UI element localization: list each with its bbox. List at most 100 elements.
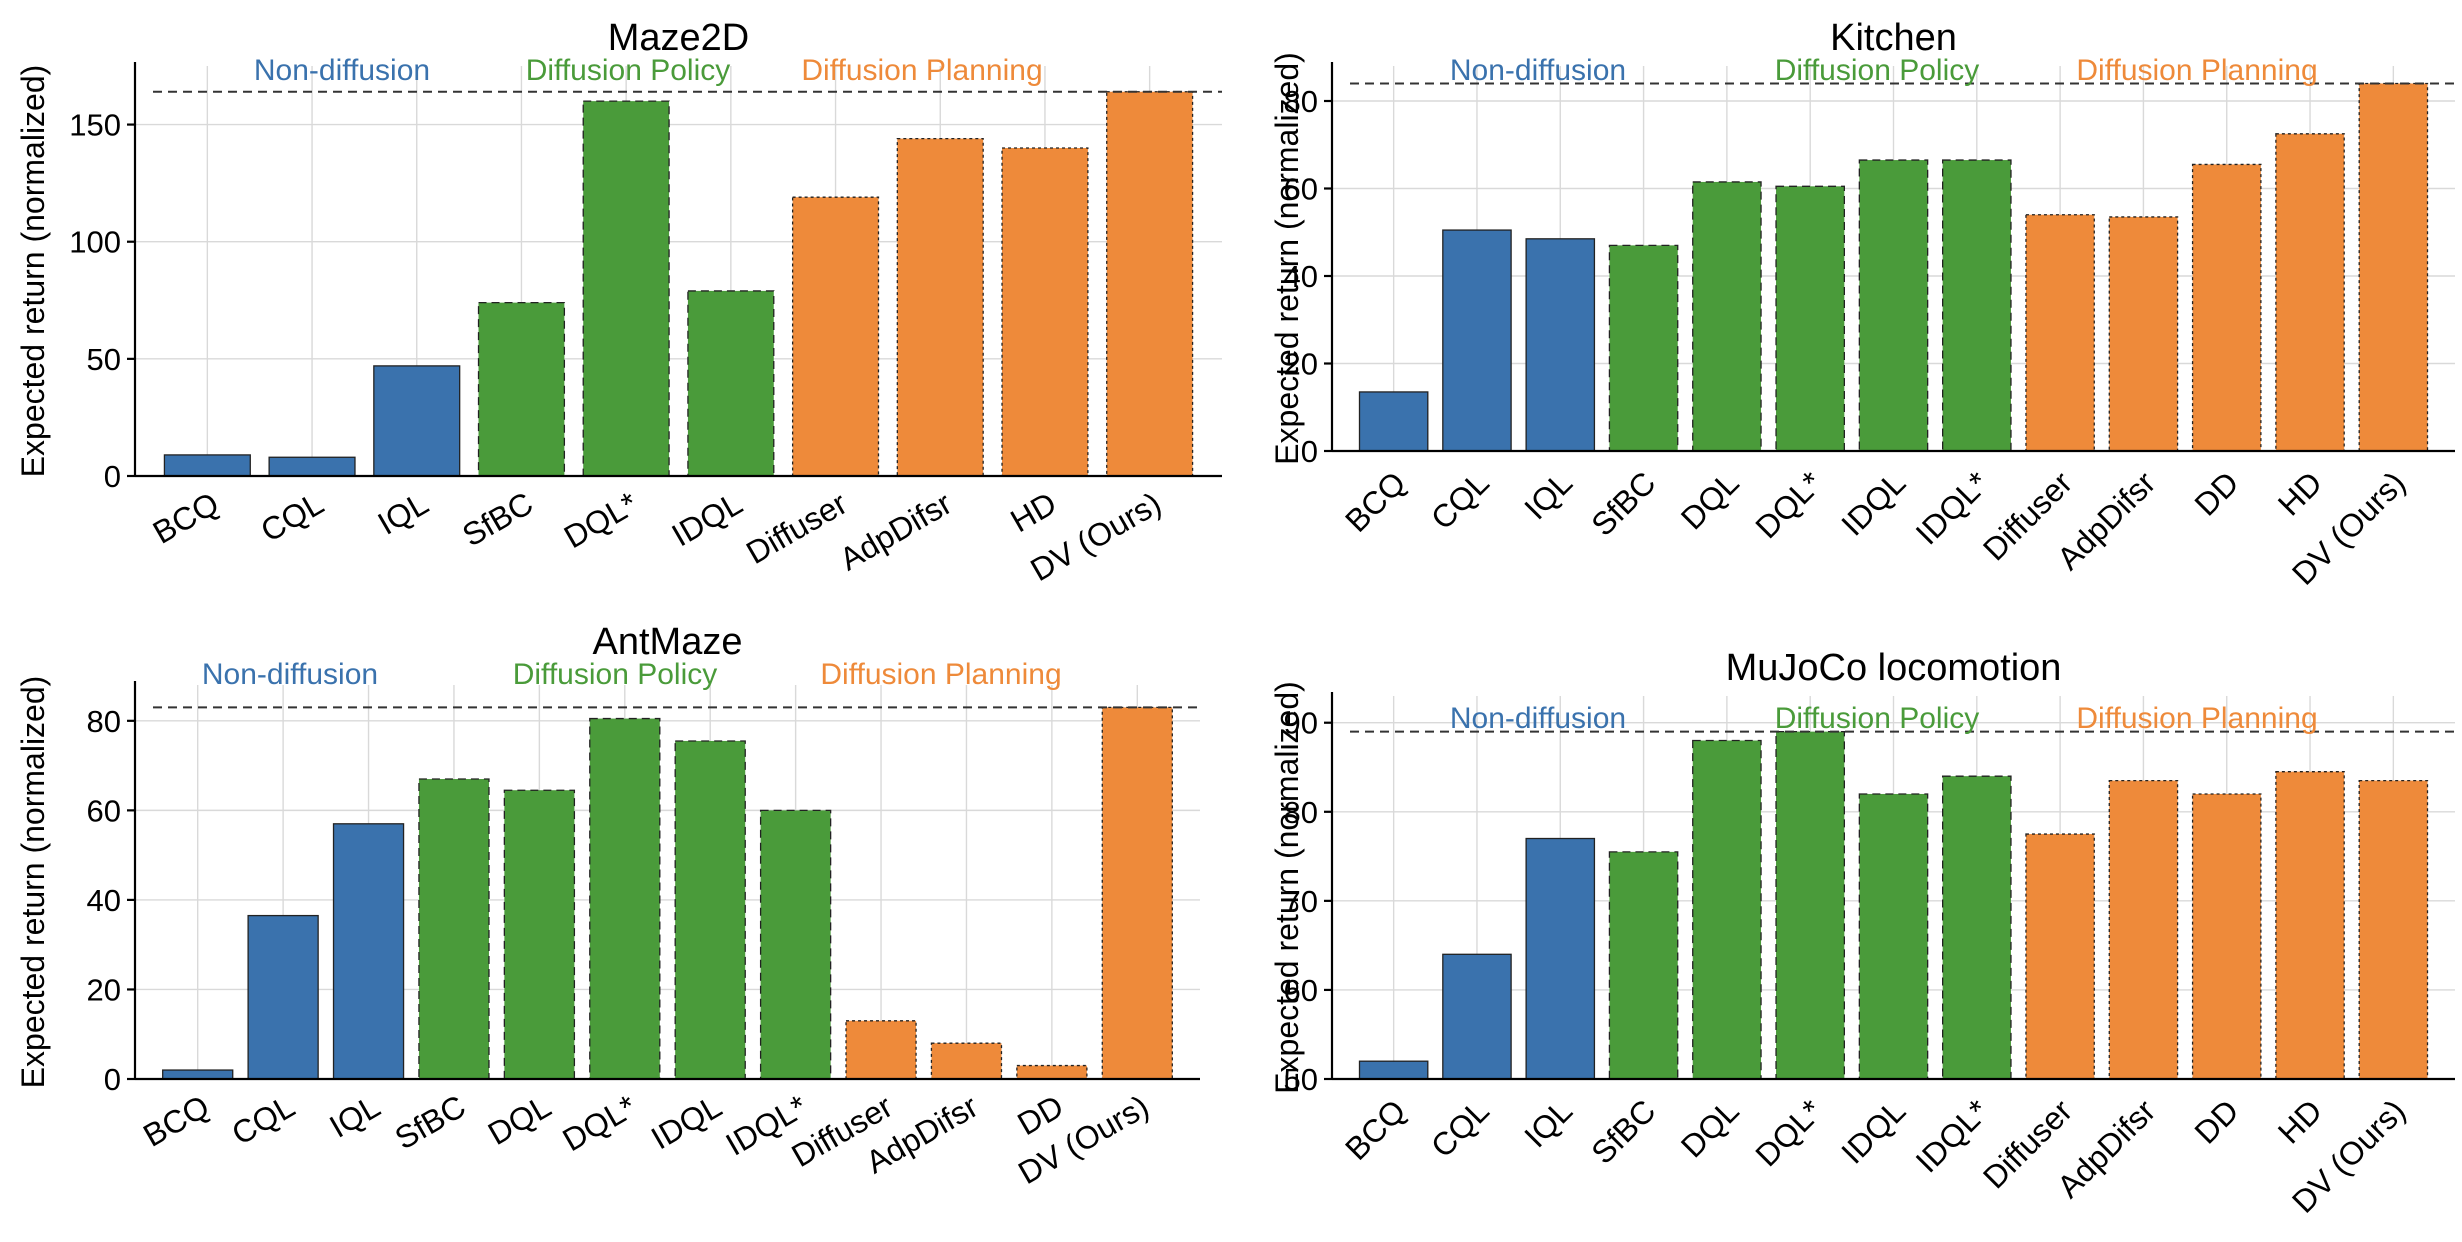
x-tick-label: IDQL (1834, 1092, 1912, 1170)
bar (268, 456, 356, 477)
y-axis-label: Expected return (normalized) (1269, 681, 1305, 1094)
x-tick-label: IQL (372, 485, 435, 542)
bar (2275, 133, 2345, 452)
y-tick-label: 70 (1284, 884, 1318, 919)
x-tick-label: DD (2188, 464, 2246, 522)
chart-panel-1: 0 50 100 150 BCQ CQL IQL SfBC DQL* IDQLDiffuserAd… (15, 17, 1222, 588)
bar (1608, 851, 1679, 1080)
x-tick-label: DQL* (1748, 1092, 1829, 1173)
bar (687, 290, 775, 477)
y-tick-label: 100 (69, 225, 121, 260)
x-tick-label: SfBC (389, 1088, 472, 1157)
x-tick-label: SfBC (1584, 464, 1662, 542)
bar (930, 1042, 1003, 1080)
bar (589, 717, 661, 1080)
group-label: Diffusion Planning (820, 658, 1061, 691)
y-axis-label: Expected return (normalized) (15, 676, 51, 1089)
chart-title: AntMaze (593, 621, 743, 663)
bar (1692, 181, 1762, 452)
y-axis-label: Expected return (normalized) (15, 65, 51, 478)
x-tick-label: DQL* (558, 485, 644, 555)
x-tick-label: CQL (1424, 464, 1496, 536)
bar (1692, 739, 1762, 1080)
group-label: Diffusion Planning (801, 54, 1042, 87)
y-tick-label: 60 (1284, 973, 1318, 1008)
x-tick-label: DQL (482, 1088, 557, 1152)
bar (2275, 771, 2345, 1080)
y-tick-label: 0 (104, 1062, 121, 1097)
y-tick-label: 150 (69, 108, 121, 143)
bar (2108, 779, 2179, 1080)
bar (2358, 82, 2429, 452)
bar (896, 137, 984, 477)
bar (1358, 1060, 1429, 1080)
x-tick-label: DQL (1674, 464, 1746, 536)
bar (1001, 147, 1089, 477)
y-tick-label: 20 (1284, 347, 1318, 382)
y-tick-label: 0 (104, 459, 121, 494)
group-label: Diffusion Policy (1775, 54, 1980, 87)
x-tick-label: AdpDifsr (833, 485, 958, 578)
x-tick-label: BCQ (137, 1088, 215, 1154)
bar (503, 789, 576, 1080)
bar (1775, 730, 1845, 1080)
bar (845, 1020, 917, 1080)
x-tick-label: IQL (1517, 464, 1579, 526)
x-tick-label: IDQL (666, 485, 749, 554)
x-tick-label: BCQ (1338, 464, 1412, 538)
group-label: Non-diffusion (202, 658, 378, 691)
y-tick-label: 60 (1284, 172, 1318, 207)
x-tick-label: SfBC (1584, 1092, 1662, 1170)
group-label: Non-diffusion (1450, 702, 1626, 735)
group-label: Diffusion Policy (1775, 702, 1980, 735)
bar (1016, 1064, 1088, 1080)
x-tick-label: HD (2271, 464, 2329, 522)
bar (1525, 837, 1596, 1080)
x-tick-label: BCQ (147, 485, 225, 551)
bar (2191, 163, 2262, 452)
y-tick-label: 90 (1284, 706, 1318, 741)
y-tick-label: 40 (1284, 259, 1318, 294)
bar (373, 365, 461, 477)
y-tick-label: 80 (87, 704, 121, 739)
bar (332, 823, 405, 1080)
bar (759, 809, 832, 1080)
bar (1442, 229, 1512, 452)
bar (674, 740, 746, 1080)
group-label: Diffusion Planning (2076, 54, 2317, 87)
x-tick-label: CQL (226, 1088, 301, 1152)
bar (2191, 793, 2262, 1080)
x-tick-label: IDQL (645, 1088, 728, 1157)
bar (2108, 216, 2179, 452)
x-tick-label: IQL (1517, 1092, 1579, 1154)
y-tick-label: 50 (87, 342, 121, 377)
chart-title: Kitchen (1830, 17, 1957, 59)
x-tick-label: CQL (1424, 1092, 1496, 1164)
group-label: Non-diffusion (254, 54, 430, 87)
bar (1442, 953, 1512, 1080)
y-tick-label: 80 (1284, 84, 1318, 119)
bar (477, 301, 566, 477)
bar (791, 196, 880, 477)
group-label: Diffusion Policy (513, 658, 718, 691)
bar (162, 1069, 234, 1080)
bar (1942, 775, 2012, 1080)
y-tick-label: 80 (1284, 795, 1318, 830)
x-tick-label: HD (1004, 485, 1062, 539)
x-tick-label: IDQL (1834, 464, 1912, 542)
chart-title: MuJoCo locomotion (1726, 647, 2062, 689)
x-tick-label: BCQ (1338, 1092, 1412, 1166)
bar (247, 914, 319, 1080)
bar (1858, 159, 1929, 452)
y-axis-label: Expected return (normalized) (1269, 52, 1305, 465)
y-tick-label: 60 (87, 793, 121, 828)
bar (1942, 159, 2012, 452)
y-tick-label: 40 (87, 883, 121, 918)
bar (418, 778, 490, 1080)
bar (1525, 238, 1596, 452)
bar (1358, 391, 1429, 452)
